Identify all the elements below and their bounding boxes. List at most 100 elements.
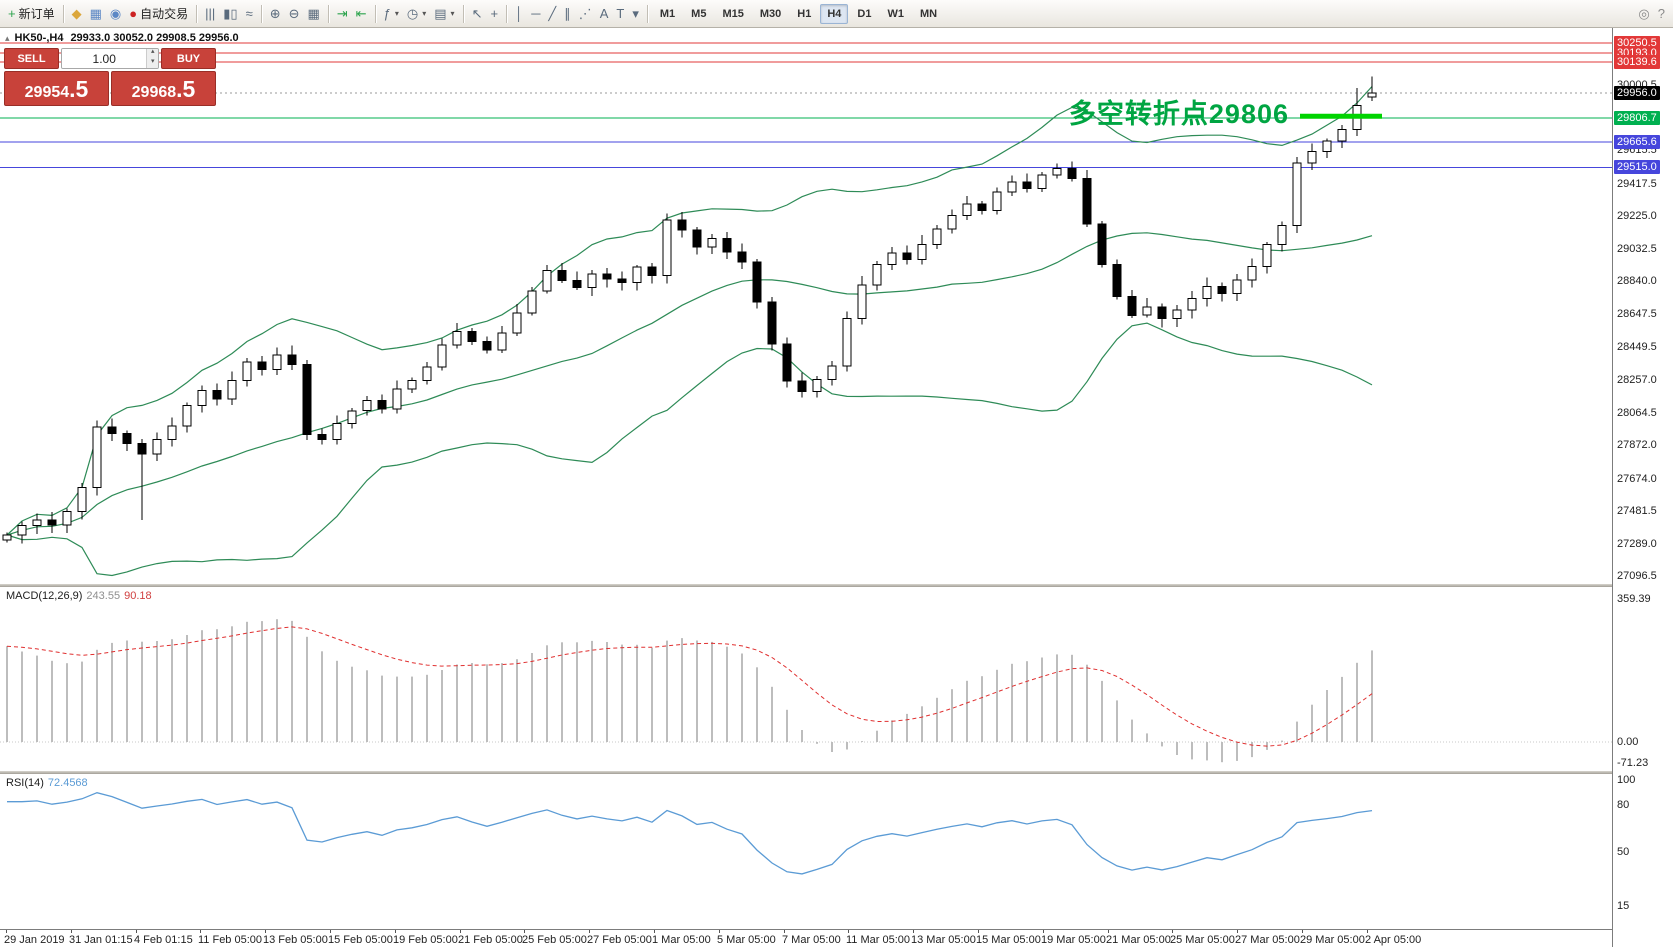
timeframe-W1-button[interactable]: W1 [887, 7, 904, 20]
lot-decrease-icon[interactable]: ▾ [147, 58, 158, 68]
timeframe-H4-button[interactable]: H4 [820, 3, 849, 24]
fibonacci-button[interactable]: ⋰ [575, 3, 596, 25]
candle-body [1112, 264, 1122, 298]
timeframe-M30-button[interactable]: M30 [759, 7, 782, 20]
price-axis[interactable]: 30000.5 29615.5 29417.5 29225.0 29032.5 28840… [1612, 28, 1673, 947]
toolbar-separator [646, 4, 648, 23]
help-button[interactable]: ? [1654, 3, 1669, 25]
indicators-button[interactable]: ƒ ▾ [380, 3, 403, 25]
zoom-in-button[interactable]: ⊕ [266, 3, 285, 25]
zoom-out-button[interactable]: ⊖ [285, 3, 304, 25]
axis-label: 28064.5 [1617, 407, 1657, 419]
macd-name: MACD(12,26,9) [6, 590, 83, 602]
time-axis[interactable]: 29 Jan 2019 31 Jan 01:15 4 Feb 01:15 11 Feb… [0, 929, 1673, 947]
time-label: 19 Mar 05:00 [1041, 934, 1106, 946]
lot-input[interactable] [62, 49, 147, 68]
macd-signal-value: 90.18 [124, 590, 152, 602]
time-label: 2 Apr 05:00 [1365, 934, 1422, 946]
timeframe-MN-button[interactable]: MN [919, 7, 938, 20]
price-chart-canvas[interactable] [0, 28, 1612, 584]
auto-scroll-icon: ⇥ [336, 6, 348, 21]
chart-shift-button[interactable]: ⇤ [352, 3, 371, 25]
one-click-toggle-icon[interactable]: ▴ [5, 33, 10, 43]
toolbar-separator [374, 4, 376, 23]
candle-body [182, 405, 192, 427]
bollinger-upper-band [6, 86, 1373, 536]
text-icon: A [599, 6, 609, 21]
charts-grid-icon: ▦ [89, 6, 102, 21]
cursor-button[interactable]: ↖ [468, 3, 487, 25]
time-tick [460, 930, 461, 933]
search-button[interactable]: ◎ [1634, 3, 1653, 25]
time-tick [978, 930, 979, 933]
auto-scroll-button[interactable]: ⇥ [333, 3, 352, 25]
turning-point-annotation[interactable]: 多空转折点29806 [1068, 99, 1289, 129]
community-button[interactable]: ◉ [106, 3, 125, 25]
text-button[interactable]: A [596, 3, 613, 25]
templates-dropdown-icon[interactable]: ▾ [450, 9, 455, 18]
equidistant-channel-button[interactable]: ∥ [560, 3, 575, 25]
candle-body [107, 426, 117, 435]
search-icon: ◎ [1638, 6, 1650, 21]
timeframe-M15-button[interactable]: M15 [722, 7, 744, 20]
time-tick [265, 930, 266, 933]
time-label: 25 Mar 05:00 [1170, 934, 1235, 946]
lot-size-field[interactable]: ▴▾ [61, 48, 159, 69]
macd-panel-canvas[interactable] [0, 587, 1612, 771]
candlestick-chart-type-button[interactable]: ▮▯ [219, 3, 241, 25]
candle-body [992, 191, 1002, 211]
crosshair-button[interactable]: + [486, 3, 502, 25]
candle-body [887, 252, 897, 266]
axis-label: 27872.0 [1617, 439, 1657, 451]
time-label: 15 Mar 05:00 [976, 934, 1041, 946]
timeframe-M1-button[interactable]: M1 [659, 7, 676, 20]
time-label: 11 Mar 05:00 [846, 934, 911, 946]
timeframe-M5-button[interactable]: M5 [691, 7, 707, 20]
text-label-button[interactable]: T [612, 3, 628, 25]
candle-body [902, 252, 912, 261]
rsi-panel-canvas[interactable] [0, 774, 1612, 929]
community-icon: ◉ [109, 6, 122, 21]
time-tick [200, 930, 201, 933]
sell-button[interactable]: SELL [4, 48, 59, 69]
time-tick [784, 930, 785, 933]
bar-chart-type-button[interactable]: ||| [201, 3, 219, 25]
periods-button[interactable]: ◷ ▾ [403, 3, 430, 25]
tile-windows-button[interactable]: ▦ [304, 3, 324, 25]
periods-dropdown-icon[interactable]: ▾ [422, 9, 427, 18]
shapes-dropdown-button[interactable]: ▾ [628, 3, 643, 25]
candle-body [317, 433, 327, 440]
buy-button[interactable]: BUY [161, 48, 216, 69]
candle-body [407, 379, 417, 390]
one-click-trading-panel: SELL ▴▾ BUY 29954.5 29968.5 [4, 48, 216, 106]
candle-body [1277, 225, 1287, 245]
vertical-line-button[interactable]: │ [511, 3, 527, 25]
bollinger-middle-band [6, 232, 1373, 536]
candle-body [842, 318, 852, 367]
autotrading-button[interactable]: ● 自动交易 [125, 3, 192, 25]
indicators-dropdown-icon[interactable]: ▾ [394, 9, 399, 18]
timeframe-H1-button[interactable]: H1 [797, 7, 812, 20]
timeframe-D1-button[interactable]: D1 [857, 7, 872, 20]
mql5-compass-button[interactable]: ◆ [68, 3, 86, 25]
axis-label: 27289.0 [1617, 538, 1657, 550]
new-order-button[interactable]: + 新订单 [4, 3, 59, 25]
candle-body [707, 237, 717, 248]
panel-splitter[interactable] [0, 584, 1673, 587]
buy-price-button[interactable]: 29968.5 [111, 71, 216, 106]
toolbar-separator [260, 4, 262, 23]
templates-button[interactable]: ▤ ▾ [430, 3, 458, 25]
candle-body [1037, 174, 1047, 189]
horizontal-line-button[interactable]: ─ [527, 3, 544, 25]
panel-splitter[interactable] [0, 771, 1673, 774]
lot-increase-icon[interactable]: ▴ [147, 49, 158, 59]
time-label: 5 Mar 05:00 [717, 934, 776, 946]
charts-grid-button[interactable]: ▦ [86, 3, 106, 25]
time-label: 13 Mar 05:00 [911, 934, 976, 946]
candle-body [1142, 306, 1152, 316]
fibonacci-icon: ⋰ [578, 6, 592, 21]
sell-price-button[interactable]: 29954.5 [4, 71, 109, 106]
trendline-button[interactable]: ╱ [544, 3, 560, 25]
line-chart-type-button[interactable]: ≈ [242, 3, 257, 25]
rsi-value: 72.4568 [47, 777, 88, 789]
